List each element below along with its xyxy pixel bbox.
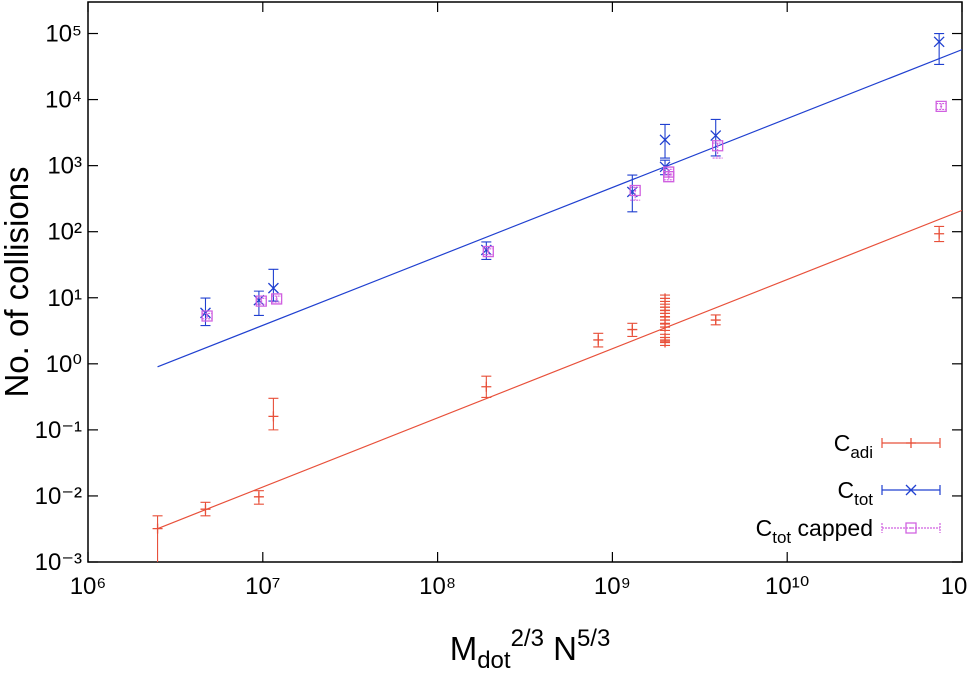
legend-label-part: C	[756, 515, 773, 541]
error-bar	[253, 290, 264, 316]
marker	[629, 184, 641, 197]
y-tick-label: 10⁻²	[35, 483, 82, 510]
x-label-part: dot	[477, 647, 511, 673]
marker	[593, 334, 604, 345]
error-bar	[663, 173, 674, 181]
legend-label-part: C	[837, 477, 854, 503]
marker	[906, 438, 916, 448]
marker	[482, 245, 494, 258]
x-tick-label: 10⁶	[70, 573, 107, 600]
plot-frame	[87, 1, 963, 563]
x-label-part: 2/3	[511, 625, 544, 652]
marker	[152, 523, 163, 534]
legend-label-part: tot	[772, 528, 791, 547]
error-bar	[934, 32, 945, 66]
marker	[933, 36, 945, 48]
legend-label-part: capped	[791, 515, 873, 541]
marker	[659, 134, 671, 146]
y-tick-label: 10³	[47, 153, 82, 180]
error-bar	[630, 186, 641, 201]
error-bar	[627, 174, 638, 213]
plot-area	[152, 32, 962, 562]
legend-label: Ctot capped	[756, 515, 873, 547]
marker	[660, 322, 671, 333]
x-label-part: N	[544, 630, 577, 667]
marker	[660, 337, 671, 348]
marker	[905, 522, 917, 534]
legend-label-part: tot	[854, 490, 873, 509]
x-label-part: 5/3	[577, 625, 610, 652]
legend-label-part: C	[834, 430, 851, 456]
marker	[253, 491, 264, 502]
error-bar	[710, 118, 721, 157]
marker	[710, 315, 721, 326]
marker	[268, 411, 279, 422]
fit-line	[157, 49, 962, 368]
error-bar	[271, 295, 282, 303]
y-axis-label: No. of collisions	[0, 166, 35, 397]
x-axis-label: Mdot2/3 N5/3	[450, 625, 611, 673]
error-bar	[936, 103, 947, 110]
marker	[710, 130, 722, 142]
marker	[660, 293, 671, 304]
x-tick-label: 10⁷	[245, 573, 280, 600]
error-bar	[660, 123, 671, 159]
y-tick-label: 10⁻³	[35, 549, 82, 576]
marker	[255, 295, 267, 307]
x-label-part: M	[450, 630, 478, 667]
error-bar	[256, 297, 267, 305]
marker	[200, 504, 211, 515]
marker	[663, 171, 675, 183]
y-tick-label: 10⁵	[45, 21, 82, 48]
marker	[201, 310, 213, 322]
y-tick-label: 10¹	[47, 285, 82, 312]
marker	[935, 100, 947, 112]
x-tick-label: 10⁹	[594, 573, 631, 600]
error-bar	[483, 248, 494, 256]
fit-line	[157, 209, 962, 530]
marker	[270, 293, 283, 305]
marker	[267, 282, 279, 294]
marker	[627, 324, 638, 335]
marker	[934, 228, 945, 239]
legend-label: Cadi	[834, 430, 873, 462]
x-tick-label: 10⁸	[419, 573, 456, 600]
marker	[711, 140, 724, 152]
y-tick-label: 10⁴	[45, 87, 82, 114]
error-bar	[202, 312, 213, 320]
y-tick-label: 10⁰	[46, 351, 82, 378]
y-tick-label: 10⁻¹	[35, 417, 82, 444]
marker	[253, 294, 265, 306]
marker	[481, 381, 492, 392]
y-tick-label: 10²	[47, 219, 82, 246]
marker	[905, 484, 917, 496]
x-tick-label: 10¹⁰	[765, 573, 809, 600]
legend-label: Ctot	[837, 477, 873, 509]
legend-label-part: adi	[850, 443, 873, 462]
